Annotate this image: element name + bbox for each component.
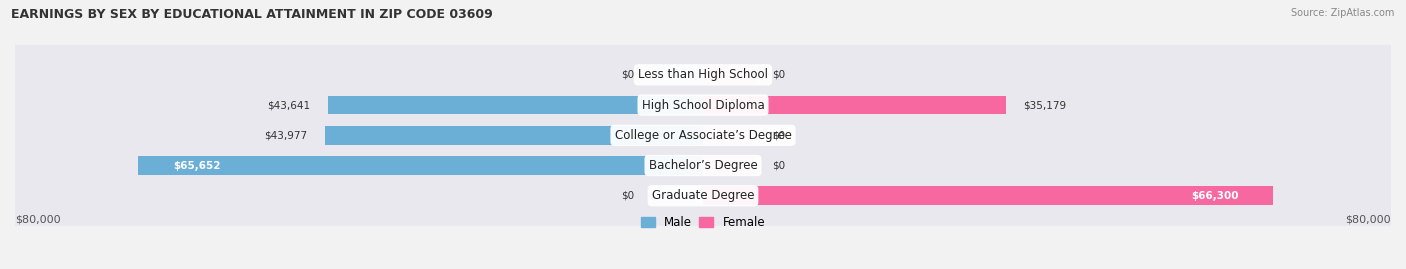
Text: Graduate Degree: Graduate Degree xyxy=(652,189,754,202)
Text: $80,000: $80,000 xyxy=(1346,214,1391,224)
Text: $35,179: $35,179 xyxy=(1022,100,1066,110)
Text: $0: $0 xyxy=(621,191,634,201)
Text: $80,000: $80,000 xyxy=(15,214,60,224)
FancyBboxPatch shape xyxy=(15,75,1391,135)
Bar xyxy=(328,96,703,114)
Text: $0: $0 xyxy=(621,70,634,80)
Text: High School Diploma: High School Diploma xyxy=(641,98,765,112)
Text: $65,652: $65,652 xyxy=(173,161,221,171)
Text: Source: ZipAtlas.com: Source: ZipAtlas.com xyxy=(1291,8,1395,18)
FancyBboxPatch shape xyxy=(15,166,1391,226)
Bar xyxy=(703,156,755,175)
Text: College or Associate’s Degree: College or Associate’s Degree xyxy=(614,129,792,142)
Text: Less than High School: Less than High School xyxy=(638,68,768,81)
Text: $0: $0 xyxy=(772,161,785,171)
Text: $0: $0 xyxy=(772,70,785,80)
Bar xyxy=(703,186,1274,205)
Bar xyxy=(703,96,1005,114)
Text: $43,641: $43,641 xyxy=(267,100,311,110)
Bar xyxy=(703,126,755,145)
Bar xyxy=(651,186,703,205)
FancyBboxPatch shape xyxy=(15,45,1391,105)
Bar xyxy=(138,156,703,175)
Text: $43,977: $43,977 xyxy=(264,130,308,140)
Text: $66,300: $66,300 xyxy=(1191,191,1239,201)
Bar xyxy=(703,65,755,84)
Bar xyxy=(325,126,703,145)
FancyBboxPatch shape xyxy=(15,105,1391,165)
Text: Bachelor’s Degree: Bachelor’s Degree xyxy=(648,159,758,172)
Legend: Male, Female: Male, Female xyxy=(636,211,770,233)
Bar xyxy=(651,65,703,84)
FancyBboxPatch shape xyxy=(15,136,1391,196)
Text: $0: $0 xyxy=(772,130,785,140)
Text: EARNINGS BY SEX BY EDUCATIONAL ATTAINMENT IN ZIP CODE 03609: EARNINGS BY SEX BY EDUCATIONAL ATTAINMEN… xyxy=(11,8,494,21)
